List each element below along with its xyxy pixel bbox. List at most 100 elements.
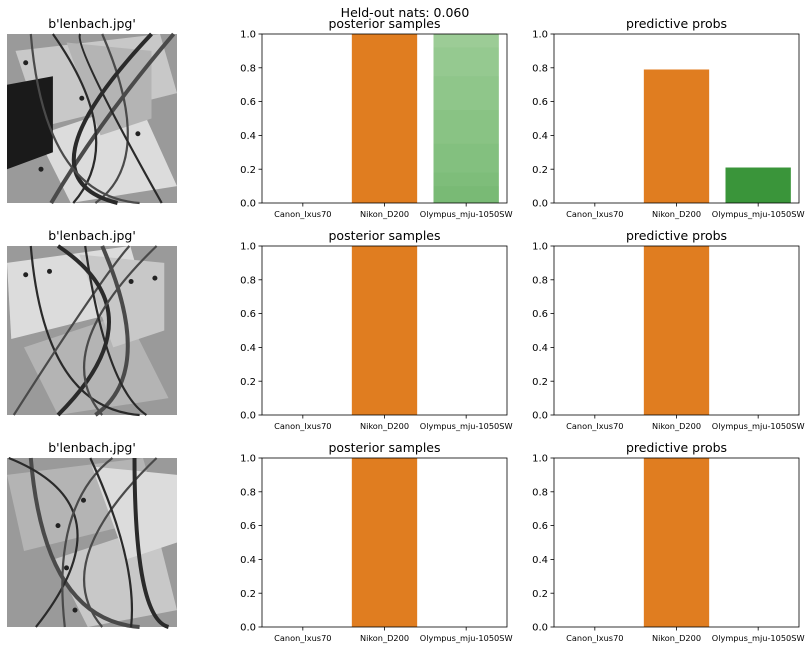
image-strut <box>56 244 111 417</box>
y-tick-label: 0.4 <box>240 343 256 354</box>
y-tick-label: 1.0 <box>240 242 256 253</box>
posterior-sample-band <box>433 186 499 203</box>
predictive-probs-chart: 0.0 0.2 0.4 0.6 0.8 1.0 Canon_Ixus70 Nikon_D200… <box>532 440 804 643</box>
image-bolt <box>81 497 86 503</box>
x-tick-label: Olympus_mju-1050SW <box>712 633 805 643</box>
image-panel: b'lenbach.jpg' <box>7 228 177 417</box>
y-tick-label: 0.0 <box>532 411 548 422</box>
y-tick-label: 0.0 <box>240 623 256 634</box>
bar-nikon-d200 <box>643 246 710 415</box>
x-tick-label: Canon_Ixus70 <box>566 633 623 643</box>
x-tick-label: Olympus_mju-1050SW <box>420 421 513 431</box>
predictive-probs-title: predictive probs <box>626 228 727 243</box>
image-strut <box>78 33 163 204</box>
image-strut <box>82 457 158 628</box>
posterior-samples-chart: 0.0 0.2 0.4 0.6 0.8 1.0 Canon_Ixus70 Nikon_D200… <box>240 16 512 219</box>
y-tick-label: 0.8 <box>532 63 548 74</box>
y-tick-label: 0.4 <box>240 131 256 142</box>
image-bolt <box>152 275 158 281</box>
posterior-samples-chart: 0.0 0.2 0.4 0.6 0.8 1.0 Canon_Ixus70 Nikon_D200… <box>240 228 512 431</box>
y-tick-label: 0.8 <box>532 275 548 286</box>
y-tick-label: 0.8 <box>240 275 256 286</box>
image-light-plane <box>66 42 152 136</box>
y-tick-label: 0.4 <box>532 343 548 354</box>
y-tick-label: 0.0 <box>532 199 548 210</box>
posterior-samples-title: posterior samples <box>328 228 440 243</box>
y-tick-label: 0.6 <box>240 97 256 108</box>
posterior-samples-title: posterior samples <box>328 16 440 31</box>
figure-row: b'lenbach.jpg' 0.0 0.2 0.4 0.6 0.8 1.0 Canon_Ix… <box>7 16 805 219</box>
posterior-samples-chart: 0.0 0.2 0.4 0.6 0.8 1.0 Canon_Ixus70 Nikon_D200… <box>240 440 512 643</box>
y-tick-label: 0.2 <box>240 377 256 388</box>
image-strut <box>132 457 170 629</box>
y-tick-label: 0.6 <box>532 309 548 320</box>
y-tick-label: 0.6 <box>532 521 548 532</box>
bar-nikon-d200 <box>351 246 418 415</box>
x-tick-label: Nikon_D200 <box>652 421 701 431</box>
predictive-probs-title: predictive probs <box>626 440 727 455</box>
image-bolt <box>47 268 52 274</box>
image-light-plane <box>36 101 177 203</box>
image-bolt <box>23 272 29 278</box>
y-tick-label: 1.0 <box>240 30 256 41</box>
image-strut <box>61 457 114 628</box>
y-tick-label: 0.2 <box>532 165 548 176</box>
x-tick-label: Canon_Ixus70 <box>566 421 623 431</box>
y-tick-label: 0.6 <box>240 521 256 532</box>
y-tick-label: 0.2 <box>532 589 548 600</box>
x-tick-label: Nikon_D200 <box>360 633 409 643</box>
image-strut <box>71 32 153 205</box>
posterior-samples-title: posterior samples <box>328 440 440 455</box>
x-tick-label: Canon_Ixus70 <box>566 209 623 219</box>
y-tick-label: 0.4 <box>240 555 256 566</box>
image-bolt <box>135 131 141 137</box>
x-tick-label: Nikon_D200 <box>652 633 701 643</box>
bar-olympus-mju-1050sw <box>433 34 499 203</box>
image-bolt <box>128 278 134 284</box>
bar-nikon-d200 <box>351 458 418 627</box>
image-panel: b'lenbach.jpg' <box>7 16 177 205</box>
x-tick-label: Canon_Ixus70 <box>274 633 331 643</box>
posterior-sample-band <box>433 110 499 203</box>
image-strut <box>29 33 140 205</box>
bar-nikon-d200 <box>643 458 710 627</box>
x-tick-label: Canon_Ixus70 <box>274 209 331 219</box>
image-strut <box>84 245 148 416</box>
image-strut <box>8 456 79 628</box>
y-tick-label: 0.8 <box>532 487 548 498</box>
image-title: b'lenbach.jpg' <box>48 440 136 455</box>
y-tick-label: 0.4 <box>532 555 548 566</box>
image-bolt <box>23 60 29 66</box>
y-tick-label: 1.0 <box>532 454 548 465</box>
y-tick-label: 1.0 <box>532 30 548 41</box>
x-tick-label: Olympus_mju-1050SW <box>712 421 805 431</box>
predictive-probs-chart: 0.0 0.2 0.4 0.6 0.8 1.0 Canon_Ixus70 Nikon_D200… <box>532 16 804 219</box>
image-strut <box>12 245 131 416</box>
image-bolt <box>55 523 61 529</box>
image-bolt <box>79 95 85 101</box>
image-title: b'lenbach.jpg' <box>48 16 136 31</box>
x-tick-label: Nikon_D200 <box>360 209 409 219</box>
x-tick-label: Olympus_mju-1050SW <box>420 633 513 643</box>
figure-row: b'lenbach.jpg' 0.0 0.2 0.4 0.6 0.8 1.0 Canon_Ix… <box>7 440 805 643</box>
image-strut <box>94 245 130 417</box>
x-tick-label: Canon_Ixus70 <box>274 421 331 431</box>
y-tick-label: 1.0 <box>240 454 256 465</box>
y-tick-label: 0.4 <box>532 131 548 142</box>
x-tick-label: Nikon_D200 <box>652 209 701 219</box>
posterior-sample-band <box>433 47 499 203</box>
y-tick-label: 0.0 <box>240 411 256 422</box>
figure-rows: b'lenbach.jpg' 0.0 0.2 0.4 0.6 0.8 1.0 Canon_Ix… <box>7 16 805 643</box>
y-tick-label: 0.0 <box>532 623 548 634</box>
image-title: b'lenbach.jpg' <box>48 228 136 243</box>
y-tick-label: 0.6 <box>240 309 256 320</box>
image-bolt <box>64 565 69 571</box>
image-strut <box>29 245 140 417</box>
image-strut <box>82 245 158 416</box>
y-tick-label: 0.8 <box>240 63 256 74</box>
bar-nikon-d200 <box>351 34 418 203</box>
posterior-sample-band <box>433 143 499 203</box>
x-tick-label: Olympus_mju-1050SW <box>420 209 513 219</box>
y-tick-label: 0.8 <box>240 487 256 498</box>
